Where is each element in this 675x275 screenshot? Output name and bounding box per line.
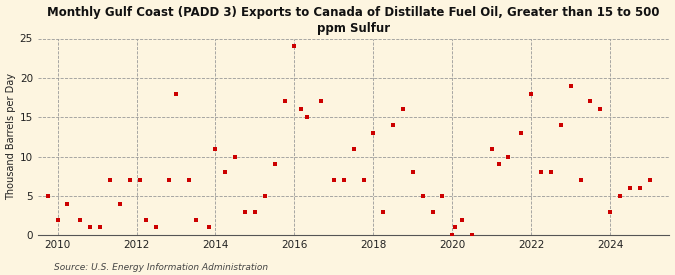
Point	[417, 194, 428, 198]
Point	[151, 225, 161, 230]
Point	[95, 225, 105, 230]
Point	[585, 99, 596, 104]
Point	[289, 44, 300, 49]
Point	[358, 178, 369, 182]
Point	[240, 210, 250, 214]
Point	[62, 202, 73, 206]
Title: Monthly Gulf Coast (PADD 3) Exports to Canada of Distillate Fuel Oil, Greater th: Monthly Gulf Coast (PADD 3) Exports to C…	[47, 6, 660, 35]
Point	[210, 147, 221, 151]
Point	[338, 178, 349, 182]
Y-axis label: Thousand Barrels per Day: Thousand Barrels per Day	[5, 73, 16, 200]
Point	[536, 170, 547, 175]
Point	[493, 162, 504, 167]
Point	[566, 84, 576, 88]
Point	[348, 147, 359, 151]
Point	[250, 210, 261, 214]
Point	[75, 217, 86, 222]
Point	[85, 225, 96, 230]
Point	[595, 107, 605, 112]
Point	[408, 170, 418, 175]
Point	[398, 107, 408, 112]
Point	[105, 178, 115, 182]
Point	[487, 147, 497, 151]
Text: Source: U.S. Energy Information Administration: Source: U.S. Energy Information Administ…	[54, 263, 268, 272]
Point	[171, 91, 182, 96]
Point	[124, 178, 135, 182]
Point	[645, 178, 655, 182]
Point	[269, 162, 280, 167]
Point	[466, 233, 477, 238]
Point	[575, 178, 586, 182]
Point	[545, 170, 556, 175]
Point	[52, 217, 63, 222]
Point	[634, 186, 645, 190]
Point	[368, 131, 379, 135]
Point	[437, 194, 448, 198]
Point	[259, 194, 270, 198]
Point	[624, 186, 635, 190]
Point	[447, 233, 458, 238]
Point	[387, 123, 398, 127]
Point	[43, 194, 53, 198]
Point	[615, 194, 626, 198]
Point	[230, 154, 240, 159]
Point	[516, 131, 526, 135]
Point	[296, 107, 306, 112]
Point	[141, 217, 152, 222]
Point	[556, 123, 566, 127]
Point	[220, 170, 231, 175]
Point	[378, 210, 389, 214]
Point	[526, 91, 537, 96]
Point	[279, 99, 290, 104]
Point	[302, 115, 313, 119]
Point	[503, 154, 514, 159]
Point	[450, 225, 461, 230]
Point	[605, 210, 616, 214]
Point	[457, 217, 468, 222]
Point	[134, 178, 145, 182]
Point	[203, 225, 214, 230]
Point	[315, 99, 326, 104]
Point	[427, 210, 438, 214]
Point	[115, 202, 126, 206]
Point	[164, 178, 175, 182]
Point	[329, 178, 340, 182]
Point	[184, 178, 194, 182]
Point	[190, 217, 201, 222]
